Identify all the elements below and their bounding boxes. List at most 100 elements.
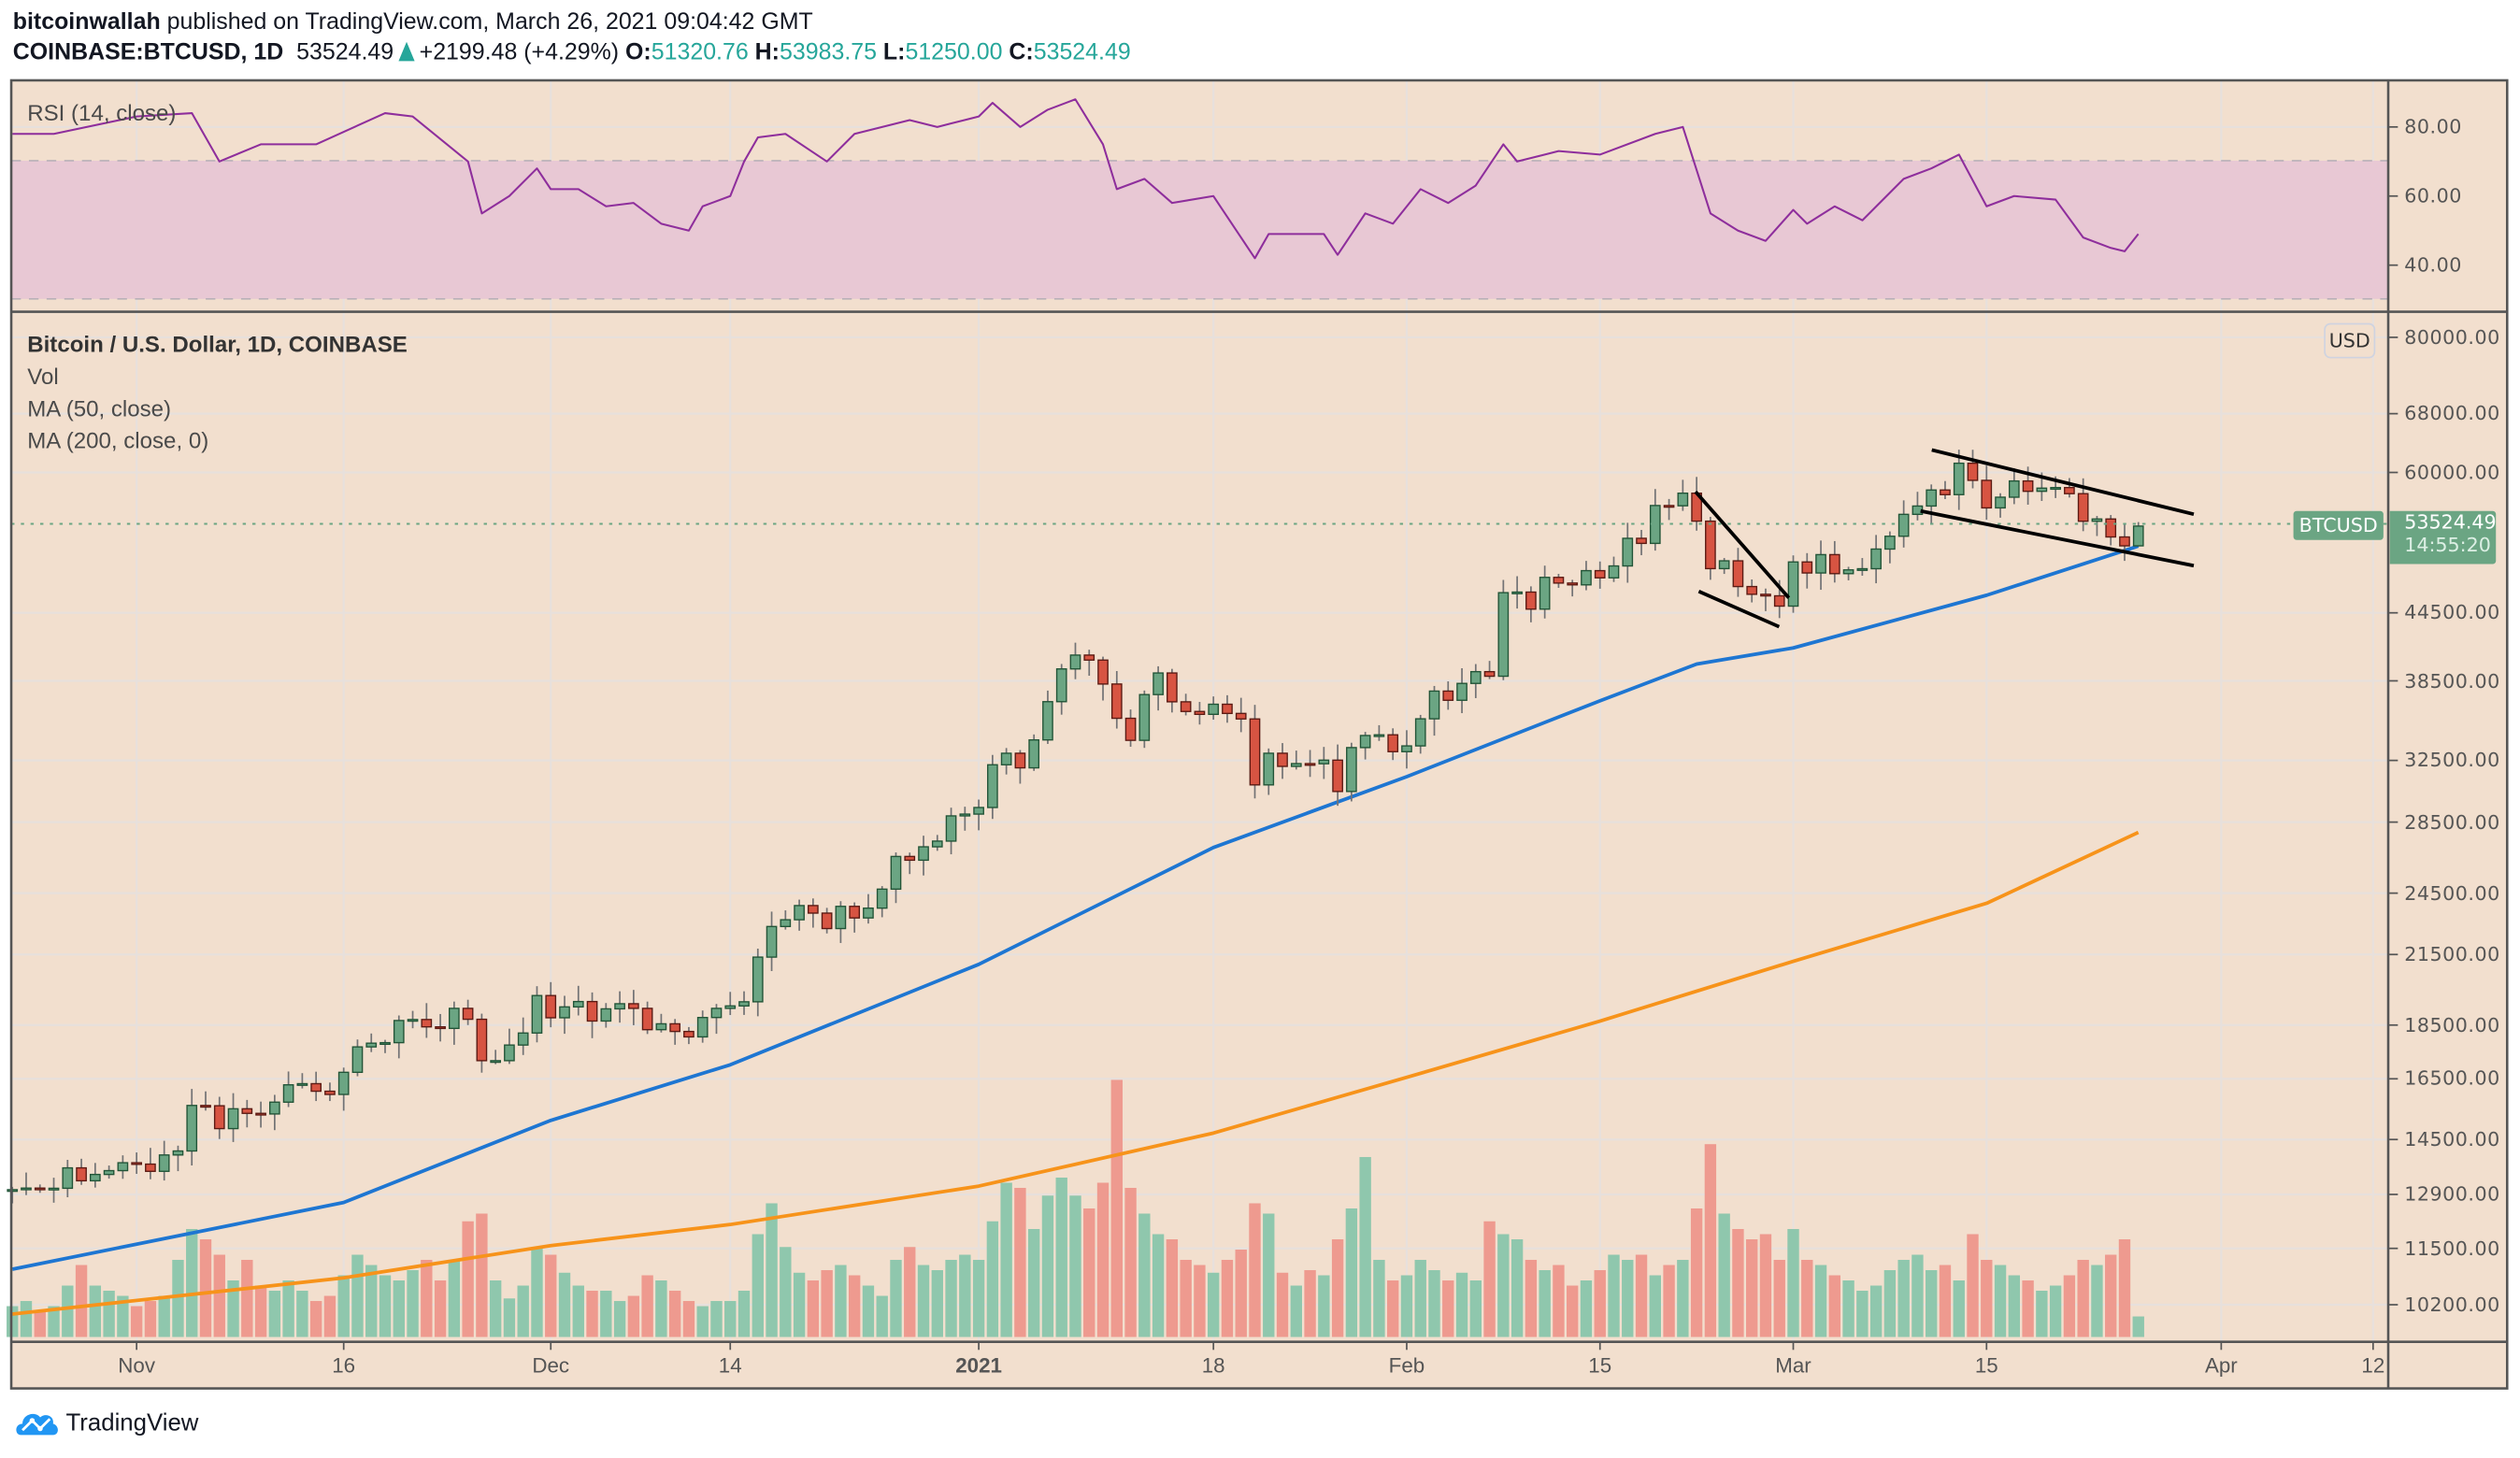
volume-bar bbox=[1263, 1213, 1275, 1337]
volume-bar bbox=[1981, 1260, 1993, 1337]
volume-bar bbox=[1221, 1260, 1234, 1337]
ma200-legend[interactable]: MA (200, close, 0) bbox=[27, 427, 209, 453]
currency-button[interactable]: USD bbox=[2324, 322, 2376, 359]
open-value: 51320.76 bbox=[651, 39, 749, 66]
volume-bar bbox=[710, 1301, 723, 1337]
volume-bar bbox=[531, 1247, 543, 1337]
candle-body bbox=[1401, 745, 1412, 752]
price-tick-label: 60000.00 bbox=[2404, 461, 2500, 484]
volume-bar bbox=[158, 1295, 170, 1337]
candle-body bbox=[1167, 672, 1178, 703]
volume-legend[interactable]: Vol bbox=[27, 363, 59, 390]
volume-bar bbox=[89, 1285, 102, 1337]
candle-body bbox=[2036, 487, 2048, 493]
candle-body bbox=[1097, 659, 1109, 685]
candle-body bbox=[973, 807, 984, 815]
candle-body bbox=[1359, 735, 1371, 749]
candle-body bbox=[545, 994, 557, 1019]
volume-bar bbox=[407, 1270, 419, 1337]
candle-body bbox=[2105, 518, 2117, 538]
candle-body bbox=[379, 1041, 391, 1046]
candle-body bbox=[572, 1000, 584, 1008]
candle-body bbox=[1815, 553, 1826, 574]
candle-body bbox=[393, 1020, 405, 1044]
flag-lower-trendline[interactable] bbox=[1697, 590, 1781, 629]
candle-body bbox=[1373, 734, 1385, 737]
candle-body bbox=[1290, 763, 1302, 767]
rsi-tick-label: 80.00 bbox=[2404, 115, 2462, 138]
up-arrow-icon bbox=[398, 41, 415, 62]
rsi-legend[interactable]: RSI (14, close) bbox=[27, 99, 177, 126]
candle-body bbox=[1622, 537, 1634, 567]
candle-body bbox=[1387, 734, 1399, 752]
volume-bar bbox=[1773, 1260, 1785, 1337]
volume-bar bbox=[807, 1280, 820, 1337]
volume-bar bbox=[1166, 1239, 1179, 1337]
symbol-name: COINBASE:BTCUSD, 1D bbox=[12, 39, 284, 66]
price-tick-label: 80000.00 bbox=[2404, 325, 2500, 349]
volume-bar bbox=[613, 1301, 626, 1337]
volume-bar bbox=[876, 1295, 888, 1337]
candle-body bbox=[1414, 718, 1426, 747]
channel-lower-trendline[interactable] bbox=[1920, 508, 2195, 568]
volume-bar bbox=[2077, 1260, 2089, 1337]
price-tick-label: 21500.00 bbox=[2404, 943, 2500, 966]
volume-bar bbox=[448, 1260, 461, 1337]
time-tick-label: 12 bbox=[2361, 1352, 2385, 1378]
candle-body bbox=[1581, 569, 1592, 586]
candle-body bbox=[449, 1008, 460, 1030]
candle-body bbox=[835, 906, 847, 930]
candle-body bbox=[2022, 479, 2034, 493]
candle-body bbox=[1870, 548, 1882, 570]
candle-body bbox=[310, 1082, 322, 1093]
volume-bar bbox=[1414, 1260, 1426, 1337]
volume-bar bbox=[945, 1260, 957, 1337]
candle-body bbox=[1746, 585, 1758, 595]
candle-body bbox=[34, 1187, 46, 1191]
volume-bar bbox=[186, 1228, 198, 1337]
candle-body bbox=[435, 1026, 446, 1030]
candle-body bbox=[2091, 518, 2103, 522]
volume-bar bbox=[75, 1265, 88, 1337]
price-tick-label: 12900.00 bbox=[2404, 1182, 2500, 1207]
volume-bar bbox=[1814, 1265, 1827, 1337]
axis-ticks bbox=[136, 125, 2398, 1351]
volume-bar bbox=[227, 1280, 239, 1337]
candle-body bbox=[945, 815, 957, 842]
volume-bar bbox=[1677, 1260, 1689, 1337]
volume-bar bbox=[1869, 1285, 1883, 1337]
ma50-legend[interactable]: MA (50, close) bbox=[27, 394, 172, 422]
candle-body bbox=[2050, 486, 2061, 491]
trend-drawings[interactable] bbox=[1694, 448, 2195, 629]
volume-bar bbox=[2132, 1316, 2144, 1337]
candle-body bbox=[1953, 462, 1965, 495]
candle-body bbox=[1469, 670, 1482, 684]
volume-bar bbox=[931, 1270, 943, 1337]
author-name[interactable]: bitcoinwallah bbox=[12, 9, 161, 36]
volume-bar bbox=[489, 1280, 502, 1337]
moving-averages bbox=[11, 544, 2140, 1316]
volume-bar bbox=[1138, 1213, 1151, 1337]
main-series-legend[interactable]: Bitcoin / U.S. Dollar, 1D, COINBASE bbox=[27, 331, 408, 357]
candle-body bbox=[1787, 561, 1799, 608]
volume-bar bbox=[655, 1280, 667, 1337]
volume-bar bbox=[503, 1298, 516, 1337]
candle-body bbox=[780, 919, 792, 928]
candle-body bbox=[1995, 496, 2006, 509]
flag-upper-trendline[interactable] bbox=[1694, 490, 1791, 599]
volume-bar bbox=[1276, 1272, 1289, 1337]
candle-body bbox=[1153, 672, 1164, 695]
candle-body bbox=[600, 1008, 612, 1022]
candle-body bbox=[241, 1108, 253, 1114]
candle-body bbox=[863, 907, 874, 919]
symbol-line: COINBASE:BTCUSD, 1D 53524.49 +2199.48 (+4… bbox=[13, 40, 1131, 66]
volume-bar bbox=[393, 1280, 405, 1337]
channel-upper-trendline[interactable] bbox=[1931, 448, 2195, 517]
tradingview-logo[interactable]: TradingView bbox=[14, 1408, 198, 1437]
volume-bar bbox=[48, 1306, 60, 1337]
candle-body bbox=[655, 1022, 667, 1031]
volume-bar bbox=[835, 1265, 847, 1337]
price-tick-label: 24500.00 bbox=[2404, 881, 2500, 905]
candle-body bbox=[1304, 763, 1316, 766]
